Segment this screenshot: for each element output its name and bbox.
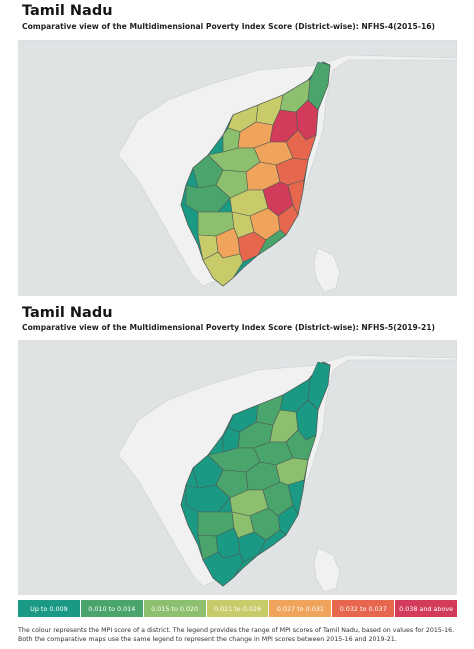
legend-caption: The colour represents the MPI score of a…: [18, 626, 463, 644]
legend-item: 0.015 to 0.020: [143, 600, 206, 617]
legend-item: 0.032 to 0.037: [332, 600, 395, 617]
map-canvas: [18, 40, 457, 293]
map-canvas: [18, 340, 457, 593]
district-region[interactable]: [202, 551, 244, 587]
district-map-2019-21[interactable]: [18, 340, 457, 595]
panel-subtitle: Comparative view of the Multidimensional…: [22, 22, 436, 31]
district-region[interactable]: [287, 479, 305, 516]
caption-line-2: Both the comparative maps use the same l…: [18, 636, 397, 643]
panel-title: Tamil Nadu: [22, 3, 113, 19]
mpi-legend: Up to 0.009 0.010 to 0.014 0.015 to 0.020 0…: [18, 600, 458, 617]
district-region[interactable]: [277, 504, 299, 536]
district-region[interactable]: [185, 184, 231, 213]
district-map-2015-16[interactable]: [18, 40, 457, 296]
sri-lanka-landmass: [313, 547, 341, 593]
panel-subtitle: Comparative view of the Multidimensional…: [22, 323, 436, 332]
legend-item: 0.027 to 0.031: [269, 600, 332, 617]
district-region[interactable]: [257, 229, 287, 256]
district-region[interactable]: [287, 179, 305, 216]
legend-item: 0.010 to 0.014: [80, 600, 143, 617]
legend-item: 0.038 and above: [395, 600, 458, 617]
district-region[interactable]: [202, 251, 244, 287]
sri-lanka-landmass: [313, 247, 341, 293]
legend-item: 0.021 to 0.026: [206, 600, 269, 617]
legend-item: Up to 0.009: [18, 600, 80, 617]
panel-title: Tamil Nadu: [22, 305, 113, 321]
district-region[interactable]: [185, 484, 231, 513]
district-region[interactable]: [277, 204, 299, 236]
caption-line-1: The colour represents the MPI score of a…: [18, 627, 455, 634]
district-region[interactable]: [257, 529, 287, 556]
